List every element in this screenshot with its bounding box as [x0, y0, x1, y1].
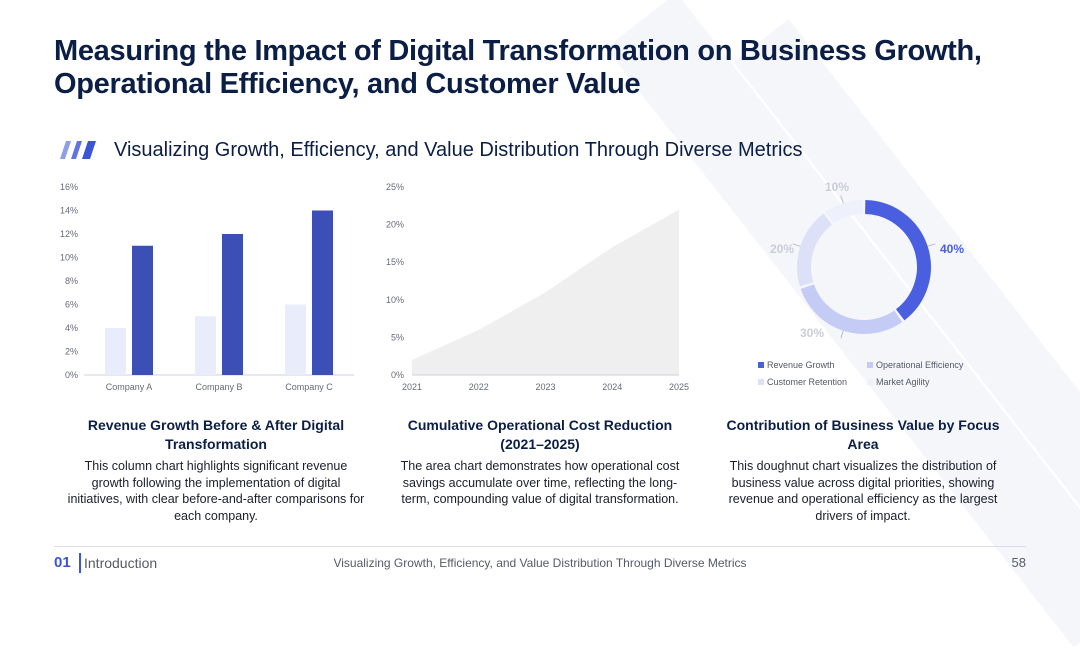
- bar-before: [105, 328, 126, 375]
- subtitle-row: Visualizing Growth, Efficiency, and Valu…: [54, 137, 802, 163]
- x-tick-label: Company C: [285, 382, 333, 392]
- footer-divider: [54, 546, 1026, 547]
- bar-chart-title: Revenue Growth Before & After Digital Tr…: [87, 417, 345, 452]
- area-series: [412, 209, 679, 375]
- doughnut-chart-title: Contribution of Business Value by Focus …: [726, 417, 1000, 452]
- legend-label: Revenue Growth: [767, 360, 835, 370]
- section-name: Introduction: [84, 555, 158, 571]
- slice-value-label: 30%: [800, 326, 824, 340]
- footer-caption: Visualizing Growth, Efficiency, and Valu…: [333, 556, 747, 570]
- y-tick-label: 5%: [391, 332, 404, 342]
- x-tick-label: 2021: [402, 382, 422, 392]
- x-tick-label: Company B: [195, 382, 242, 392]
- y-tick-label: 2%: [65, 347, 78, 357]
- x-tick-label: 2023: [535, 382, 555, 392]
- slice-value-label: 40%: [940, 242, 964, 256]
- leader-line: [792, 243, 801, 247]
- y-tick-label: 8%: [65, 276, 78, 286]
- bar-chart: 0% 2% 4% 6% 8% 10% 12% 14% 16% Company A Company B…: [60, 182, 354, 392]
- bar-before: [285, 304, 306, 375]
- y-tick-label: 0%: [65, 370, 78, 380]
- y-tick-label: 16%: [60, 182, 78, 192]
- section-number: 01: [54, 554, 71, 571]
- x-tick-label: 2024: [602, 382, 622, 392]
- bar-chart-description: This column chart highlights significant…: [67, 459, 365, 523]
- doughnut-slice: [864, 200, 931, 321]
- y-tick-label: 10%: [60, 253, 78, 263]
- legend-label: Market Agility: [876, 377, 930, 387]
- leader-line: [927, 243, 936, 247]
- y-tick-label: 0%: [391, 370, 404, 380]
- y-tick-label: 10%: [386, 295, 404, 305]
- doughnut-chart-description: This doughnut chart visualizes the distr…: [728, 459, 998, 523]
- slice-value-label: 20%: [770, 242, 794, 256]
- slice-value-label: 10%: [825, 180, 849, 194]
- subtitle: Visualizing Growth, Efficiency, and Valu…: [114, 138, 803, 161]
- legend-swatch: [867, 362, 873, 368]
- slide-title: Measuring the Impact of Digital Transfor…: [54, 35, 982, 100]
- area-chart: 0% 5% 10% 15% 20% 25% 2021 2022 2023 2024 2025: [386, 182, 689, 392]
- bar-before: [195, 316, 216, 375]
- legend-swatch: [867, 379, 873, 385]
- bar-after: [132, 245, 153, 375]
- footer-separator: [79, 553, 81, 573]
- y-tick-label: 12%: [60, 229, 78, 239]
- x-tick-label: Company A: [106, 382, 153, 392]
- legend-label: Operational Efficiency: [876, 360, 964, 370]
- bar-after: [312, 210, 333, 375]
- bar-after: [222, 234, 243, 375]
- y-tick-label: 14%: [60, 206, 78, 216]
- x-tick-label: 2025: [669, 382, 689, 392]
- legend-swatch: [758, 362, 764, 368]
- y-tick-label: 4%: [65, 323, 78, 333]
- doughnut-slice: [797, 213, 833, 287]
- area-chart-description: The area chart demonstrates how operatio…: [400, 459, 680, 506]
- y-tick-label: 20%: [386, 220, 404, 230]
- y-tick-label: 25%: [386, 182, 404, 192]
- doughnut-slice: [825, 200, 864, 224]
- legend-swatch: [758, 379, 764, 385]
- slash-decoration-icon: [60, 141, 96, 159]
- area-chart-title: Cumulative Operational Cost Reduction (2…: [407, 417, 673, 452]
- doughnut-chart: 40% 30% 20% 10% Revenue Growth Operational Ef…: [758, 180, 964, 387]
- y-tick-label: 6%: [65, 300, 78, 310]
- leader-line: [840, 330, 844, 339]
- x-tick-label: 2022: [469, 382, 489, 392]
- doughnut-slice: [800, 284, 903, 334]
- page-number: 58: [1011, 555, 1026, 570]
- legend-label: Customer Retention: [767, 377, 847, 387]
- leader-line: [840, 195, 844, 204]
- y-tick-label: 15%: [386, 257, 404, 267]
